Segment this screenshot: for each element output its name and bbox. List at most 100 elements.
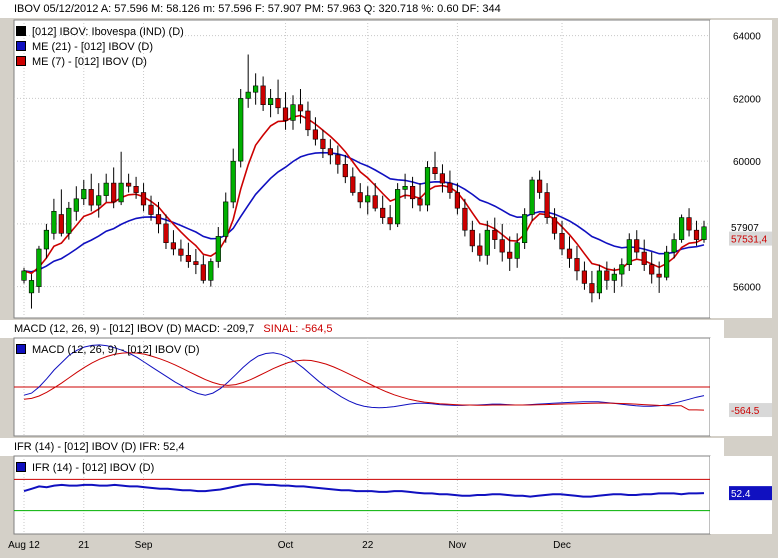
candle-body[interactable] [492,229,498,240]
candle-body[interactable] [267,98,274,106]
candle-body[interactable] [514,242,520,259]
candle-body[interactable] [58,214,64,234]
candle-body[interactable] [148,204,154,215]
candle-body[interactable] [678,217,685,240]
candle-body[interactable] [133,186,139,193]
candle-body[interactable] [387,217,393,225]
candle-body[interactable] [223,201,229,237]
candle-body[interactable] [551,217,558,234]
candle-body[interactable] [536,179,543,193]
candle-body[interactable] [372,195,378,209]
legend-item-ibov[interactable]: [012] IBOV: Ibovespa (IND) (D) [16,26,184,38]
candle-body[interactable] [477,245,483,256]
candle-body[interactable] [208,261,214,281]
candle-body[interactable] [581,270,587,284]
candle-body[interactable] [200,264,206,281]
candle-body[interactable] [499,239,505,253]
candle-body[interactable] [611,273,617,281]
candle-body[interactable] [432,167,438,174]
legend-item-ifr[interactable]: IFR (14) - [012] IBOV (D) [16,462,154,474]
candle-body[interactable] [178,248,184,256]
candle-body[interactable] [701,226,707,240]
candle-body[interactable] [559,233,565,250]
candle-body[interactable] [238,98,244,162]
candle-body[interactable] [663,251,670,278]
macd-series-macd[interactable] [23,344,705,409]
macd-series-sinal[interactable] [23,352,705,411]
candle-body[interactable] [230,160,236,203]
candle-body[interactable] [290,104,296,121]
ma7-line[interactable] [23,114,705,275]
candle-body[interactable] [544,192,550,218]
ifr-series-line[interactable] [23,483,705,498]
candle-body[interactable] [409,186,416,200]
candle-body[interactable] [671,239,677,253]
candle-body[interactable] [350,176,356,193]
candle-body[interactable] [245,91,251,99]
candle-body[interactable] [641,251,647,265]
candle-body[interactable] [417,198,423,206]
candle-body[interactable] [215,236,221,262]
candle-body[interactable] [51,211,57,234]
candle-body[interactable] [619,264,625,275]
candle-body[interactable] [320,138,326,149]
candle-body[interactable] [43,229,49,250]
candle-body[interactable] [566,248,573,259]
candle-body[interactable] [357,192,363,203]
ma21-line[interactable] [23,151,705,273]
candle-body[interactable] [185,255,192,262]
candle-body[interactable] [275,98,281,109]
candle-body[interactable] [649,264,655,275]
ifr-panel[interactable] [13,455,711,535]
candle-body[interactable] [626,239,632,266]
candle-body[interactable] [394,189,401,225]
legend-item-me7[interactable]: ME (7) - [012] IBOV (D) [16,56,184,68]
candle-body[interactable] [28,280,35,294]
candle-body[interactable] [439,173,446,184]
candle-body[interactable] [327,148,334,156]
candle-body[interactable] [529,179,535,215]
candle-body[interactable] [140,192,147,206]
candle-body[interactable] [193,261,199,265]
candle-body[interactable] [21,270,27,281]
candle-body[interactable] [484,229,490,256]
candle-body[interactable] [656,273,662,278]
candle-body[interactable] [155,214,162,225]
candle-body[interactable] [103,182,109,196]
candle-body[interactable] [96,195,102,206]
candle-body[interactable] [589,283,595,294]
legend-item-macd[interactable]: MACD (12, 26, 9) - [012] IBOV (D) [16,344,200,356]
candle-body[interactable] [170,242,177,250]
candle-body[interactable] [380,207,386,218]
candle-body[interactable] [447,182,453,193]
candle-body[interactable] [424,167,431,206]
candle-body[interactable] [73,198,79,212]
candle-body[interactable] [282,107,289,121]
candle-body[interactable] [634,239,640,253]
candle-body[interactable] [305,110,311,131]
candle-body[interactable] [36,248,42,287]
legend-item-me21[interactable]: ME (21) - [012] IBOV (D) [16,41,184,53]
candle-body[interactable] [312,129,319,140]
candle-body[interactable] [507,251,513,259]
candle-body[interactable] [163,223,169,243]
candle-body[interactable] [111,182,117,203]
candle-body[interactable] [88,189,94,206]
candle-body[interactable] [469,229,475,247]
candle-body[interactable] [118,182,124,203]
candle-body[interactable] [462,207,468,231]
candle-body[interactable] [297,104,304,112]
price-panel[interactable] [13,19,711,319]
candle-body[interactable] [126,182,132,187]
candle-body[interactable] [335,154,341,165]
candle-body[interactable] [596,270,602,294]
candle-body[interactable] [693,229,700,240]
candle-body[interactable] [402,186,408,190]
candle-body[interactable] [574,258,580,272]
candle-body[interactable] [686,217,692,231]
candle-body[interactable] [260,85,266,106]
candle-body[interactable] [365,195,371,203]
candle-body[interactable] [604,270,610,281]
candle-body[interactable] [454,192,461,209]
